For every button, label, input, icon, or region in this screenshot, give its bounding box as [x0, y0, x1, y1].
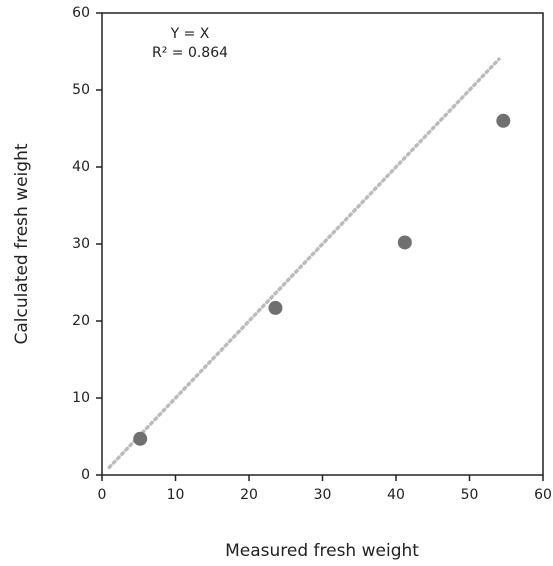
point [496, 113, 511, 128]
x-tick-label: 0 [98, 487, 107, 503]
y-tick-label: 60 [72, 5, 90, 21]
y-axis-title: Calculated fresh weight [12, 143, 32, 344]
y-tick-label: 10 [72, 390, 90, 406]
reference-line [107, 57, 501, 470]
y-tick-label: 50 [72, 82, 90, 98]
annotation: Y = X [170, 26, 210, 42]
point [397, 235, 412, 250]
point [133, 431, 148, 446]
y-tick-label: 20 [72, 313, 90, 329]
x-tick-label: 20 [240, 487, 258, 503]
y-tick-label: 30 [72, 236, 90, 252]
annotation: R² = 0.864 [152, 45, 228, 61]
x-tick-label: 40 [387, 487, 405, 503]
x-tick-label: 10 [167, 487, 185, 503]
y-tick-label: 0 [81, 467, 90, 483]
x-axis-title: Measured fresh weight [225, 541, 419, 561]
point [268, 300, 283, 315]
y-tick-label: 40 [72, 159, 90, 175]
x-tick-label: 60 [534, 487, 552, 503]
x-tick-label: 50 [461, 487, 479, 503]
x-tick-label: 30 [314, 487, 332, 503]
